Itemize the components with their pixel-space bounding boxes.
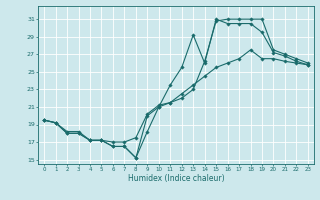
X-axis label: Humidex (Indice chaleur): Humidex (Indice chaleur)	[128, 174, 224, 183]
